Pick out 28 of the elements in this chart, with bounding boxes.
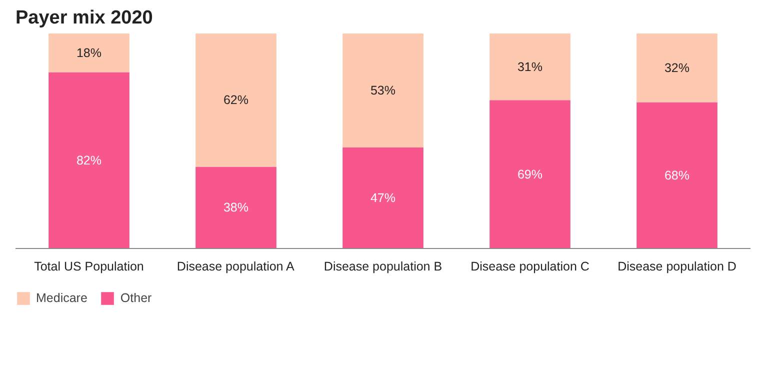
- data-label: 31%: [517, 60, 543, 74]
- bar: [342, 34, 424, 148]
- bar: [636, 102, 718, 248]
- legend-label: Other: [120, 291, 152, 305]
- data-label: 82%: [76, 153, 102, 168]
- data-label: 68%: [664, 168, 690, 182]
- x-tick-label: Disease population B: [324, 260, 442, 274]
- data-label: 18%: [76, 46, 102, 60]
- bar: [196, 34, 276, 167]
- data-label: 62%: [223, 93, 249, 108]
- x-tick-label: Total US Population: [34, 260, 144, 274]
- bar: [48, 34, 130, 72]
- data-label: 32%: [664, 60, 690, 75]
- data-label: 47%: [370, 190, 396, 205]
- bar: [196, 166, 276, 248]
- data-label: 53%: [370, 83, 396, 98]
- x-tick-label: Disease population D: [618, 260, 736, 274]
- chart-title: Payer mix 2020: [16, 8, 153, 28]
- data-label: 69%: [517, 167, 543, 182]
- bar: [490, 34, 570, 100]
- bar: [490, 100, 570, 248]
- legend-label: Medicare: [36, 291, 88, 305]
- bar: [342, 147, 424, 248]
- x-tick-label: Disease population C: [470, 260, 590, 274]
- data-label: 38%: [223, 200, 249, 215]
- bar: [636, 34, 718, 102]
- bar: [48, 72, 130, 248]
- x-tick-label: Disease population A: [176, 260, 296, 274]
